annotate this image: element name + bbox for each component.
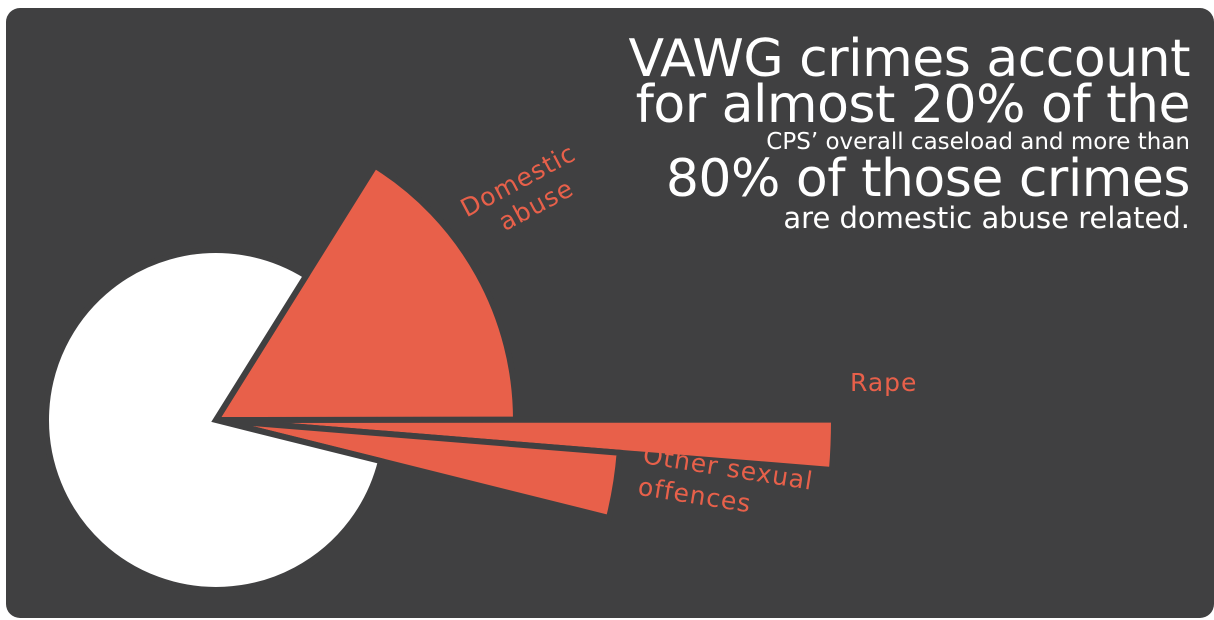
headline-line-4: 80% of those crimes (665, 149, 1191, 209)
headline-line-1: VAWG crimes account (628, 29, 1190, 89)
chart-card: Domestic abuse Rape Other sexual offence… (6, 8, 1214, 618)
slice-remainder (43, 247, 385, 593)
slice-label-rape: Rape (850, 368, 917, 397)
headline: VAWG crimes account for almost 20% of th… (590, 29, 1191, 235)
headline-line-3: CPS’ overall caseload and more than (766, 129, 1190, 155)
pie-slices (43, 161, 838, 593)
slice-domestic-abuse (210, 161, 520, 424)
headline-line-2: for almost 20% of the (635, 75, 1191, 135)
headline-line-5: are domestic abuse related. (783, 201, 1190, 235)
pie-chart: Domestic abuse Rape Other sexual offence… (6, 8, 1214, 618)
